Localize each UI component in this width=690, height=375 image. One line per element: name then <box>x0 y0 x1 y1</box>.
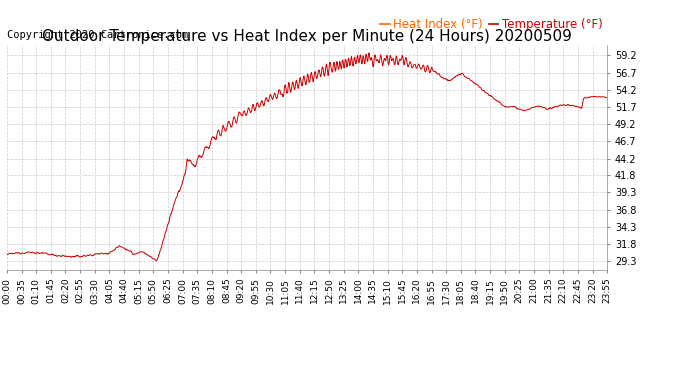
Legend: Heat Index (°F), Temperature (°F): Heat Index (°F), Temperature (°F) <box>375 13 607 36</box>
Title: Outdoor Temperature vs Heat Index per Minute (24 Hours) 20200509: Outdoor Temperature vs Heat Index per Mi… <box>42 29 572 44</box>
Text: Copyright 2020 Cartronics.com: Copyright 2020 Cartronics.com <box>7 30 188 40</box>
